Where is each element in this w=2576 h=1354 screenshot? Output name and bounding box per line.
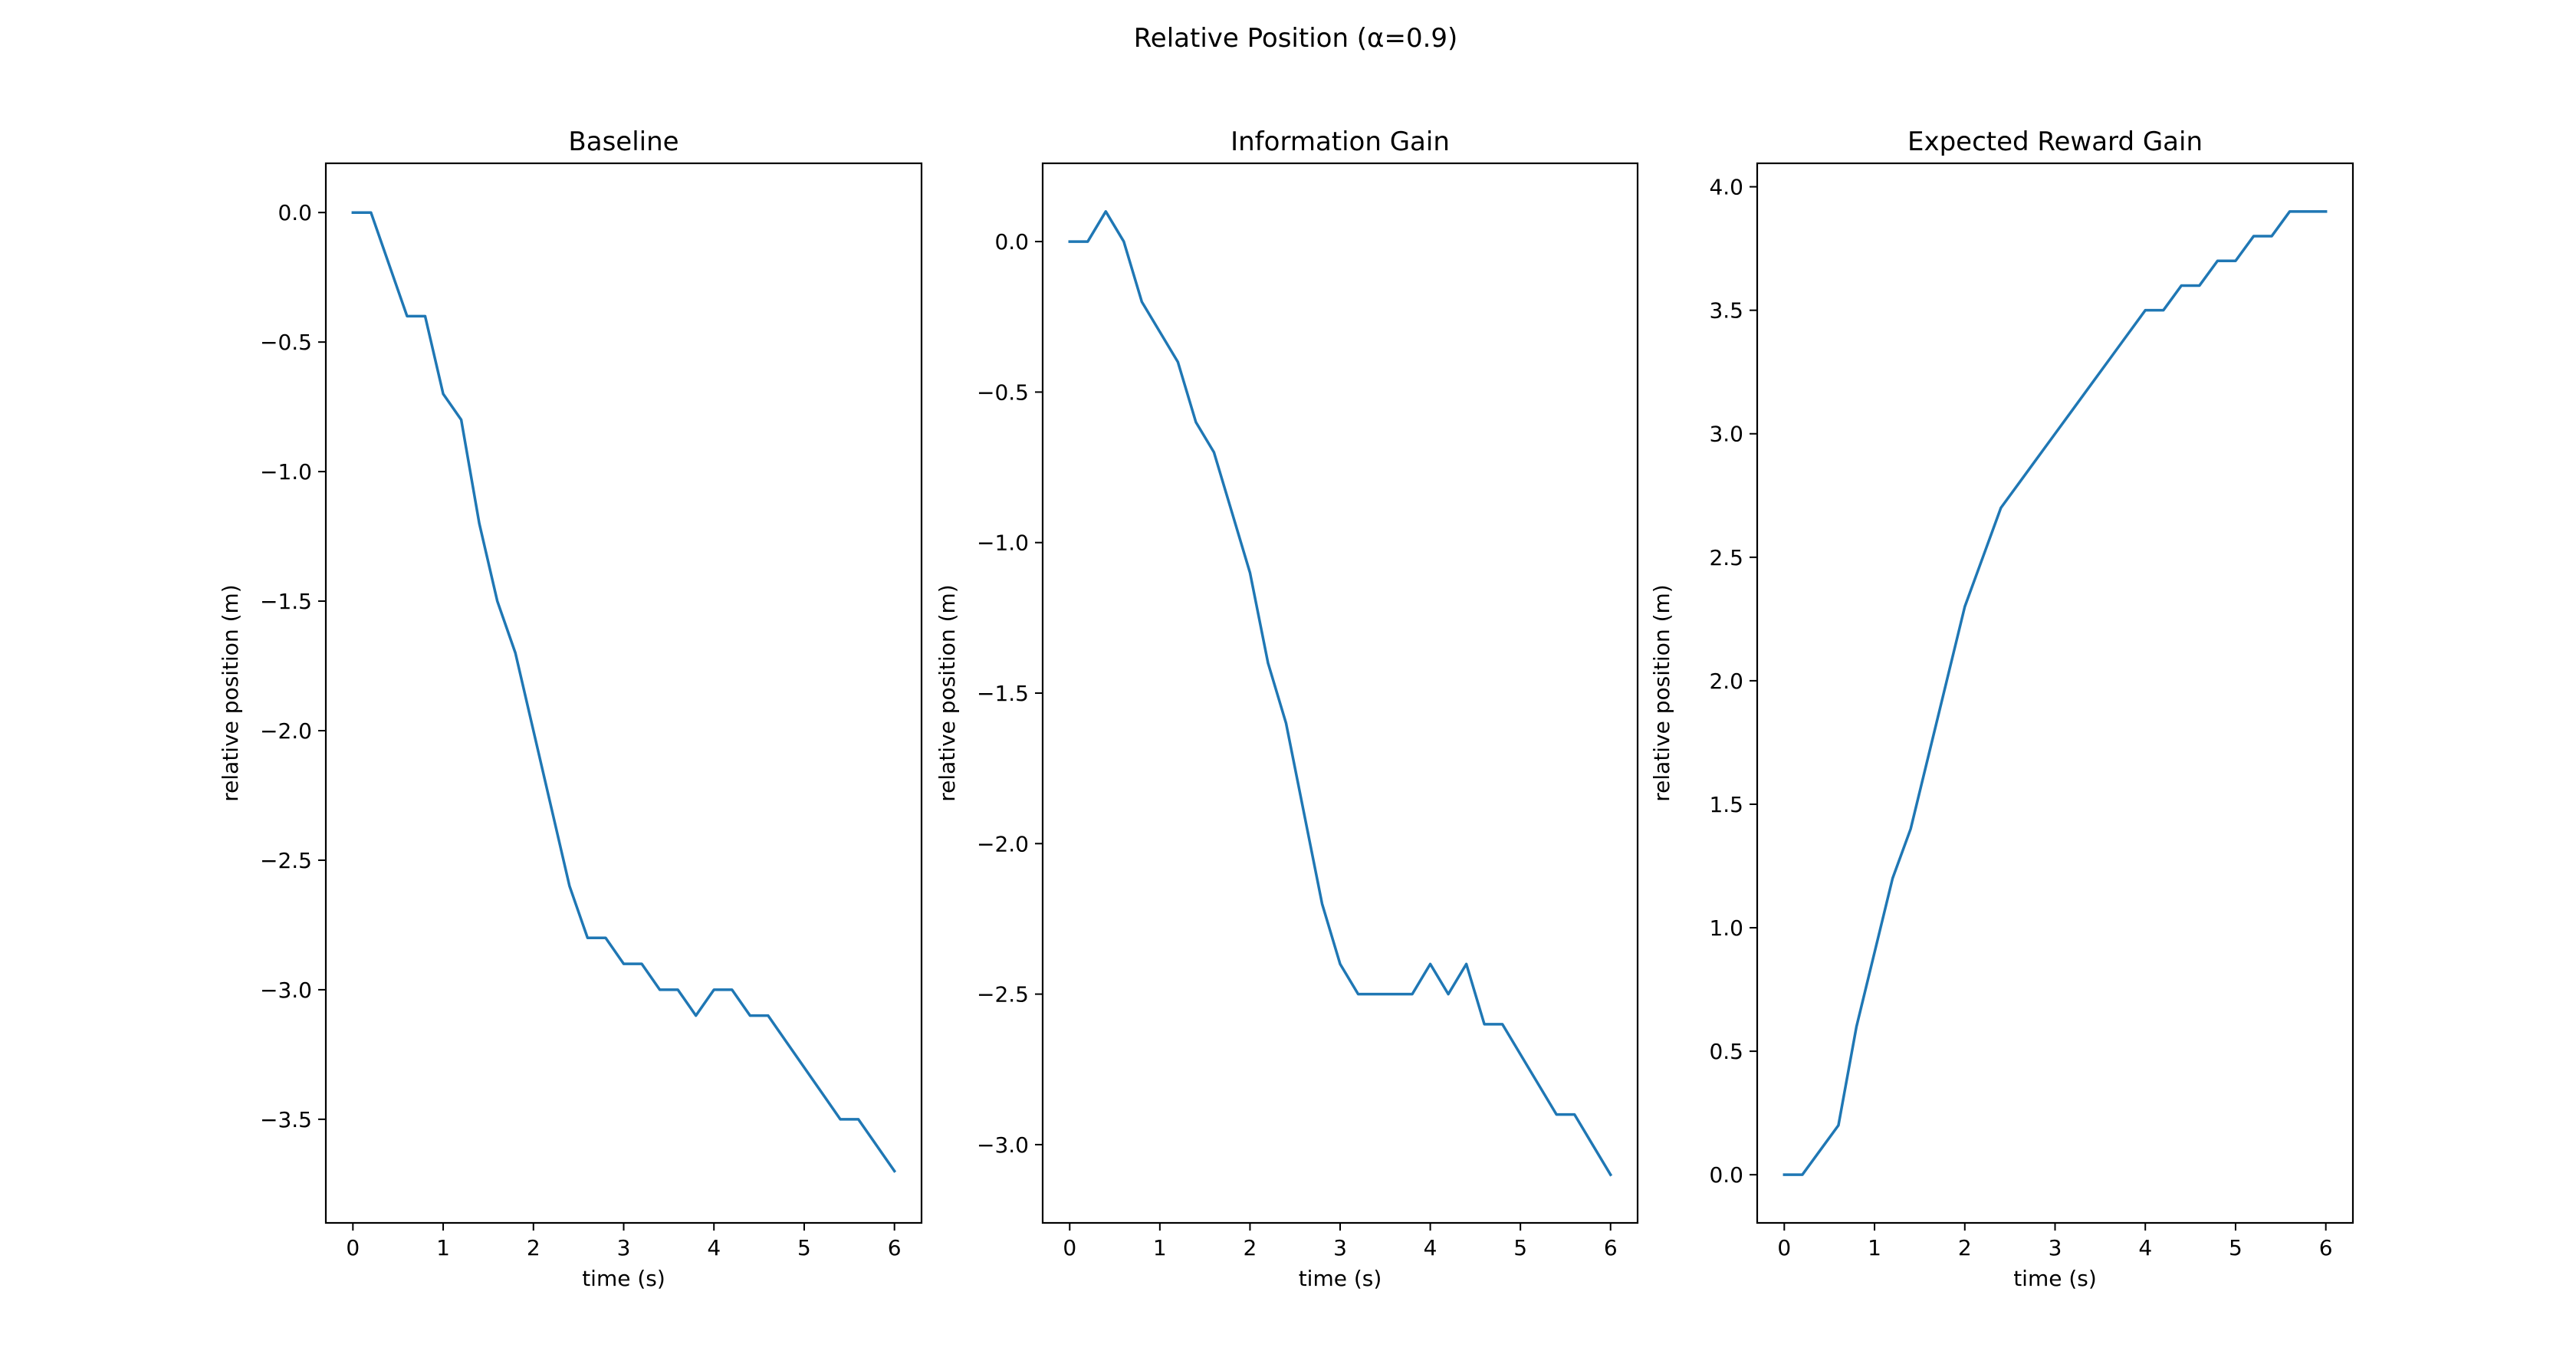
y-tick-label: −0.5 [977, 380, 1029, 405]
y-tick-label: −2.5 [977, 982, 1029, 1007]
y-tick-label: −0.5 [260, 330, 312, 355]
y-tick-label: −1.5 [977, 681, 1029, 706]
subplot-title: Expected Reward Gain [1907, 127, 2203, 157]
y-tick-label: −1.5 [260, 589, 312, 614]
x-axis-label: time (s) [582, 1266, 665, 1291]
y-tick-label: 0.0 [278, 200, 312, 225]
x-tick-label: 5 [1513, 1235, 1527, 1260]
y-tick-label: 0.5 [1709, 1039, 1743, 1064]
x-tick-label: 0 [1777, 1235, 1791, 1260]
y-tick-label: 4.0 [1709, 175, 1743, 200]
y-tick-label: −3.5 [260, 1107, 312, 1132]
x-tick-label: 1 [1868, 1235, 1881, 1260]
x-tick-label: 3 [2049, 1235, 2062, 1260]
x-tick-label: 4 [707, 1235, 721, 1260]
x-tick-label: 6 [2319, 1235, 2333, 1260]
y-tick-label: 1.5 [1709, 792, 1743, 817]
x-tick-label: 0 [1063, 1235, 1076, 1260]
subplot-title: Baseline [568, 127, 678, 157]
subplot-title: Information Gain [1230, 127, 1450, 157]
y-axis-label: relative position (m) [1649, 584, 1674, 801]
x-tick-label: 0 [346, 1235, 360, 1260]
y-tick-label: −2.0 [260, 718, 312, 744]
x-axis-label: time (s) [2013, 1266, 2097, 1291]
series-line [1068, 210, 1613, 1177]
y-tick-label: −3.0 [260, 978, 312, 1003]
y-tick-label: 0.0 [1709, 1162, 1743, 1188]
y-tick-label: −1.0 [260, 459, 312, 485]
y-axis-label: relative position (m) [218, 584, 243, 801]
x-tick-label: 3 [1333, 1235, 1347, 1260]
x-tick-label: 3 [617, 1235, 631, 1260]
x-tick-label: 2 [1958, 1235, 1972, 1260]
y-tick-label: −2.5 [260, 848, 312, 873]
subplot-information-gain: Information Gain 0 1 2 3 4 5 6 0.0 −0.5 −1.0 −1.5 −2… [935, 127, 1639, 1291]
y-tick-label: 2.5 [1709, 545, 1743, 570]
y-tick-label: −3.0 [977, 1132, 1029, 1158]
x-tick-label: 2 [1244, 1235, 1257, 1260]
y-tick-label: −1.0 [977, 531, 1029, 556]
x-tick-label: 2 [527, 1235, 540, 1260]
y-tick-label: 2.0 [1709, 669, 1743, 694]
x-tick-label: 4 [1424, 1235, 1438, 1260]
x-tick-label: 6 [1604, 1235, 1618, 1260]
y-tick-label: 0.0 [994, 229, 1029, 255]
series-line [1783, 210, 2328, 1176]
x-tick-label: 5 [2229, 1235, 2242, 1260]
x-tick-label: 4 [2138, 1235, 2152, 1260]
y-tick-label: 3.5 [1709, 298, 1743, 324]
subplot-expected-reward-gain: Expected Reward Gain 0 1 2 3 4 5 6 0.0 0.5 1.0 1.5 2… [1649, 127, 2354, 1291]
x-tick-label: 1 [1153, 1235, 1167, 1260]
y-tick-label: 3.0 [1709, 422, 1743, 447]
x-tick-label: 6 [888, 1235, 902, 1260]
y-axis-label: relative position (m) [935, 584, 960, 801]
y-tick-label: −2.0 [977, 831, 1029, 856]
series-line [351, 211, 897, 1173]
y-tick-label: 1.0 [1709, 915, 1743, 941]
x-axis-label: time (s) [1299, 1266, 1382, 1291]
x-tick-label: 5 [797, 1235, 811, 1260]
figure-title: Relative Position (α=0.9) [1134, 23, 1458, 54]
x-tick-label: 1 [436, 1235, 450, 1260]
subplot-baseline: Baseline 0 1 2 3 4 5 6 0.0 −0.5 −1.0 −1.5 −2.0 −2.5 −3… [218, 127, 923, 1291]
subplot-grid: Baseline 0 1 2 3 4 5 6 0.0 −0.5 −1.0 −1.5 −2.0 −2.5 −3… [218, 127, 2354, 1291]
